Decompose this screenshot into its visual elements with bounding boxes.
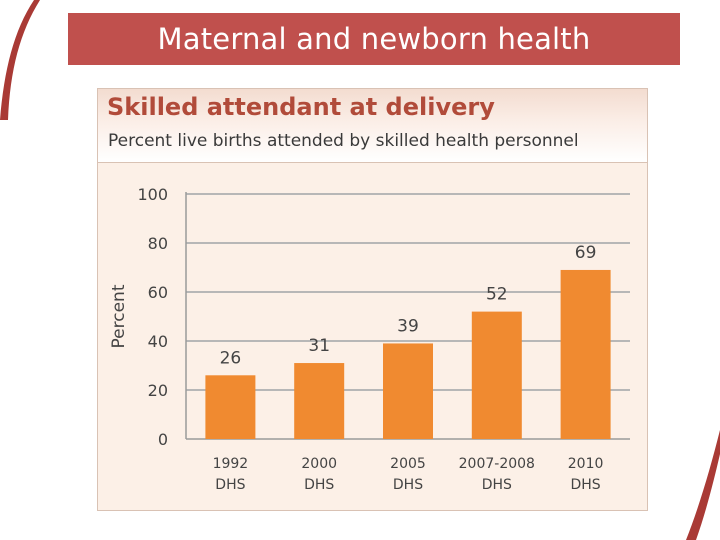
- y-tick-label: 100: [137, 185, 168, 204]
- chart-title: Skilled attendant at delivery: [107, 93, 495, 121]
- x-tick-label: DHS: [215, 477, 245, 493]
- x-tick-label: 1992: [213, 456, 249, 472]
- bar: [560, 269, 611, 439]
- y-tick-label: 60: [148, 283, 168, 302]
- slide-title-banner: Maternal and newborn health: [68, 13, 680, 65]
- data-label: 39: [397, 316, 419, 336]
- corner-decoration-top-left: [0, 0, 40, 120]
- x-tick-label: DHS: [304, 477, 334, 493]
- y-tick-label: 80: [148, 234, 168, 253]
- bar-chart: 0 20 40 60 80 100 Percent 26 1992 DHS 31 2000 DHS 39 2…: [109, 185, 630, 493]
- x-tick-label: 2000: [301, 456, 337, 472]
- x-tick-label: 2010: [568, 456, 604, 472]
- chart-subtitle: Percent live births attended by skilled …: [108, 131, 579, 151]
- data-label: 69: [575, 243, 597, 263]
- bar: [471, 311, 522, 439]
- y-tick-label: 0: [158, 430, 168, 449]
- y-tick-label: 20: [148, 381, 168, 400]
- bar: [383, 343, 433, 439]
- data-label: 26: [220, 348, 242, 368]
- y-axis-label: Percent: [109, 284, 129, 348]
- bar: [205, 375, 256, 439]
- x-tick-label: DHS: [570, 477, 600, 493]
- y-tick-label: 40: [148, 332, 168, 351]
- x-tick-label: 2005: [390, 456, 426, 472]
- chart-panel: Skilled attendant at delivery Percent li…: [97, 88, 648, 511]
- data-label: 52: [486, 285, 508, 305]
- corner-decoration-bottom-right: [686, 430, 720, 540]
- x-tick-label: 2007-2008: [459, 456, 535, 472]
- data-label: 31: [308, 336, 330, 356]
- bar: [294, 363, 345, 439]
- x-tick-label: DHS: [393, 477, 423, 493]
- slide-title: Maternal and newborn health: [157, 22, 591, 56]
- chart-header: Skilled attendant at delivery Percent li…: [98, 89, 647, 163]
- x-tick-label: DHS: [482, 477, 512, 493]
